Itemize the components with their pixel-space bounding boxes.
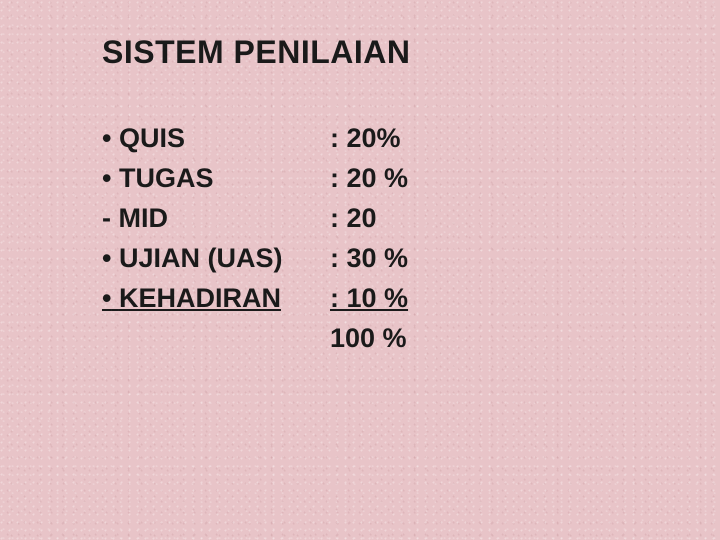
list-item: • QUIS : 20% (102, 119, 720, 159)
total-spacer (102, 319, 330, 359)
bullet-icon: • (102, 243, 111, 273)
item-label: - MID (102, 199, 330, 239)
list-item: • TUGAS : 20 % (102, 159, 720, 199)
list-item: • UJIAN (UAS) : 30 % (102, 239, 720, 279)
item-value: : 20 (330, 199, 377, 239)
dash-icon: - (102, 203, 111, 233)
list-item: - MID : 20 (102, 199, 720, 239)
list-item: • KEHADIRAN : 10 % (102, 279, 720, 319)
bullet-icon: • (102, 163, 111, 193)
item-label: • KEHADIRAN (102, 279, 330, 319)
item-value: : 20% (330, 119, 401, 159)
item-name: KEHADIRAN (119, 283, 281, 313)
item-label: • UJIAN (UAS) (102, 239, 330, 279)
item-name: MID (119, 203, 169, 233)
item-label: • TUGAS (102, 159, 330, 199)
total-value: 100 % (330, 319, 407, 359)
item-value: : 20 % (330, 159, 408, 199)
item-label: • QUIS (102, 119, 330, 159)
bullet-icon: • (102, 123, 111, 153)
grading-list: • QUIS : 20% • TUGAS : 20 % - MID : 20 •… (102, 119, 720, 359)
slide-title: SISTEM PENILAIAN (102, 34, 720, 71)
item-name: UJIAN (UAS) (119, 243, 283, 273)
item-value: : 10 % (330, 279, 408, 319)
item-name: QUIS (119, 123, 185, 153)
total-row: 100 % (102, 319, 720, 359)
item-name: TUGAS (119, 163, 214, 193)
bullet-icon: • (102, 283, 111, 313)
item-value: : 30 % (330, 239, 408, 279)
slide: SISTEM PENILAIAN • QUIS : 20% • TUGAS : … (0, 0, 720, 359)
